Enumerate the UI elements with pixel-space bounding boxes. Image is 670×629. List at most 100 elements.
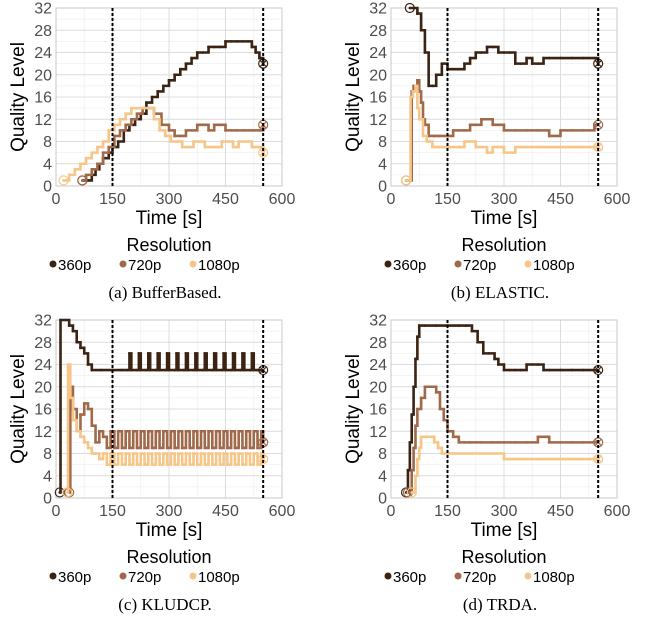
- data-point: [423, 435, 427, 439]
- legend-item: 720p: [119, 257, 161, 274]
- data-point: [416, 79, 419, 82]
- data-point: [508, 51, 511, 54]
- y-tick-label: 12: [34, 112, 52, 129]
- end-marker-cross: [259, 149, 267, 157]
- legend-swatch: [384, 572, 392, 580]
- chart-panel-bufferbased: 0 150 300 450 600 0 4 8 12 16 20 24 28 32 Time [s] Qual…: [0, 0, 330, 312]
- data-point: [128, 463, 131, 466]
- data-point: [457, 129, 461, 132]
- data-point: [434, 324, 438, 327]
- chart-caption: (c) KLUDCP.: [118, 595, 212, 614]
- data-point: [497, 123, 500, 127]
- data-point: [536, 457, 540, 461]
- data-point: [416, 407, 419, 411]
- y-tick-label: 24: [34, 45, 52, 62]
- y-tick-label: 16: [369, 90, 387, 107]
- data-point: [82, 441, 86, 444]
- start-marker: [404, 2, 415, 14]
- plot-area: [54, 318, 283, 499]
- data-point: [581, 129, 585, 132]
- y-axis-title: Quality Level: [8, 42, 29, 152]
- x-tick-label: 600: [269, 503, 296, 520]
- data-point: [423, 51, 427, 54]
- data-point: [137, 352, 141, 355]
- data-point: [410, 413, 414, 416]
- data-point: [113, 446, 116, 450]
- data-point: [139, 429, 143, 433]
- data-point: [205, 368, 208, 372]
- data-point: [173, 73, 176, 77]
- data-point: [252, 429, 256, 433]
- x-tick-label: 600: [269, 191, 296, 208]
- data-point: [67, 324, 71, 327]
- x-tick-label: 450: [212, 503, 239, 520]
- data-point: [514, 145, 517, 149]
- y-tick-label: 28: [34, 23, 52, 40]
- data-point: [412, 446, 415, 450]
- data-point: [525, 363, 528, 366]
- data-point: [73, 168, 77, 171]
- legend-label: 360p: [58, 257, 91, 274]
- x-tick-label: 450: [212, 191, 239, 208]
- x-tick-label: 300: [491, 191, 518, 208]
- data-point: [457, 441, 461, 444]
- data-point: [451, 452, 455, 455]
- data-point: [514, 62, 517, 65]
- data-point: [427, 385, 430, 389]
- data-point: [542, 56, 545, 60]
- data-point: [90, 168, 94, 171]
- data-point: [457, 67, 461, 71]
- legend-swatch: [524, 572, 532, 580]
- legend-swatch: [524, 260, 532, 268]
- data-point: [525, 56, 528, 60]
- data-point: [173, 446, 176, 450]
- y-tick-label: 20: [34, 67, 52, 84]
- data-point: [241, 352, 244, 355]
- chart-svg-elastic: 0 150 300 450 600 0 4 8 12 16 20 24 28 32 Time [s] Qual…: [343, 1, 631, 275]
- data-point: [258, 129, 261, 132]
- data-point: [547, 457, 551, 461]
- data-point: [433, 441, 436, 444]
- data-point: [491, 441, 494, 444]
- data-point: [480, 452, 483, 455]
- data-point: [116, 429, 120, 433]
- data-point: [135, 112, 139, 115]
- end-marker-cross: [259, 455, 267, 463]
- data-point: [502, 457, 506, 461]
- legend-swatch: [119, 260, 127, 268]
- data-point: [131, 452, 135, 455]
- data-point: [66, 491, 69, 494]
- data-point: [128, 352, 131, 355]
- y-tick-label: 32: [369, 313, 387, 330]
- data-point: [101, 140, 105, 143]
- data-point: [508, 368, 511, 372]
- data-point: [177, 452, 180, 455]
- data-point: [542, 368, 545, 372]
- data-point: [244, 429, 248, 433]
- data-point: [438, 145, 442, 149]
- data-point: [570, 441, 574, 444]
- data-point: [457, 452, 461, 455]
- data-point: [180, 463, 184, 466]
- y-tick-label: 16: [34, 402, 52, 419]
- data-point: [192, 368, 195, 372]
- x-tick-label: 150: [99, 191, 126, 208]
- data-point: [427, 435, 430, 439]
- data-point: [411, 90, 415, 93]
- data-point: [404, 179, 408, 182]
- series-360p: [404, 2, 604, 88]
- data-point: [434, 391, 438, 394]
- x-tick-label: 600: [604, 191, 631, 208]
- data-point: [525, 441, 528, 444]
- series-1080p: [58, 106, 269, 186]
- data-point: [239, 368, 242, 372]
- data-point: [195, 368, 199, 372]
- data-point: [485, 45, 489, 49]
- data-point: [154, 368, 158, 372]
- data-point: [199, 452, 203, 455]
- y-tick-label: 28: [34, 335, 52, 352]
- data-point: [559, 129, 562, 132]
- data-point: [416, 12, 419, 15]
- y-tick-label: 4: [378, 156, 387, 173]
- data-point: [497, 51, 500, 54]
